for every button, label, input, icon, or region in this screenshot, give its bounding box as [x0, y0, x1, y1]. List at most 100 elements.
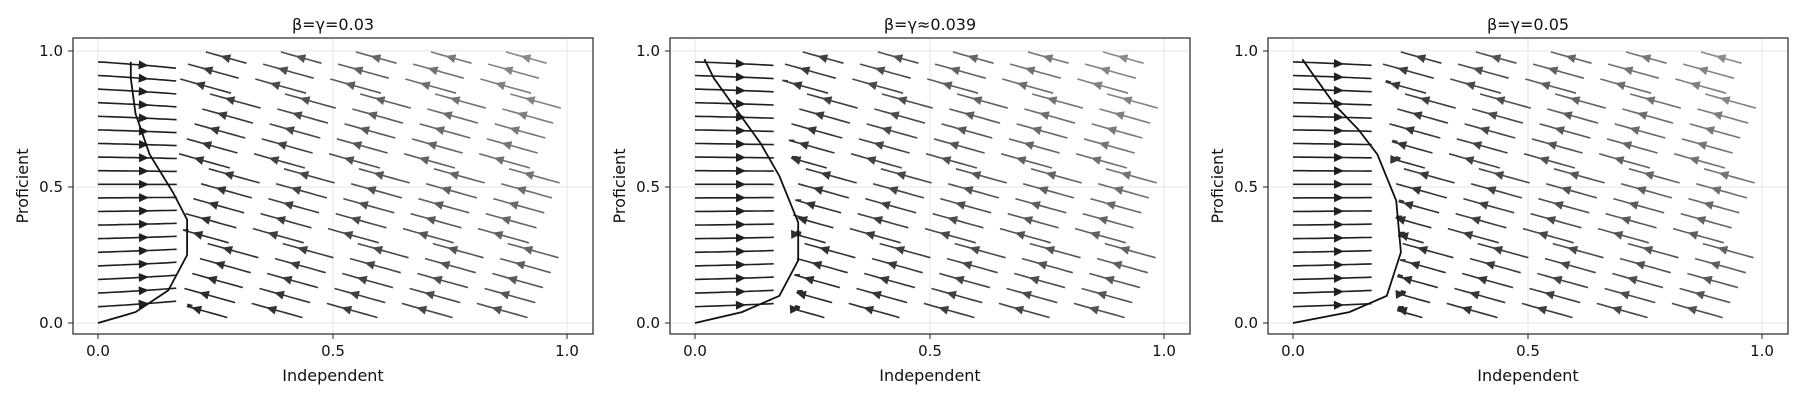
streamline [1605, 212, 1657, 229]
streamline [1607, 63, 1660, 79]
streamline [509, 93, 562, 109]
stream-arrowhead [1113, 111, 1125, 121]
stream-arrowhead [789, 304, 800, 314]
streamline [791, 123, 843, 139]
stream-arrowhead [419, 81, 431, 91]
streamline [1000, 153, 1053, 169]
streamline [1477, 242, 1529, 259]
separatrix-curve [694, 58, 800, 324]
separatrix-2 [694, 58, 800, 324]
stream-arrowhead [1333, 152, 1345, 162]
grid-3 [1268, 38, 1788, 334]
x-axis-label-1: Independent [282, 366, 383, 385]
streamline [1448, 153, 1501, 169]
streamline [97, 156, 177, 160]
streamline [97, 261, 177, 267]
stream-arrowhead [502, 66, 514, 76]
streamline [1089, 272, 1141, 289]
stream-arrowhead [967, 54, 979, 63]
streamline [207, 242, 259, 259]
streamline [1006, 287, 1058, 304]
stream-arrowhead [427, 66, 439, 76]
y-ticks-2: 0.0 0.5 1.0 [636, 42, 670, 332]
streamline [858, 138, 910, 154]
stream-arrowhead [735, 152, 747, 162]
stream-arrowhead [866, 81, 878, 91]
stream-arrowhead [1389, 81, 1401, 91]
streamline [880, 168, 932, 184]
streamline [1073, 302, 1125, 319]
streamline [424, 257, 477, 274]
stream-arrowhead [342, 231, 354, 240]
streamline [805, 168, 857, 184]
streamline [494, 123, 546, 139]
streamline [1532, 63, 1585, 79]
stream-arrowhead [1031, 126, 1043, 135]
stream-arrowhead [949, 66, 961, 76]
stream-arrowhead [138, 206, 150, 216]
stream-arrowhead [1105, 201, 1116, 210]
stream-arrowhead [520, 54, 532, 63]
streamline [1084, 63, 1137, 79]
stream-arrowhead [1472, 66, 1484, 76]
stream-arrowhead [1111, 260, 1123, 270]
stream-arrowhead [343, 156, 355, 165]
streamline [502, 108, 554, 124]
stream-arrowhead [439, 260, 451, 270]
stream-arrowhead [1470, 216, 1482, 225]
streamline [1597, 227, 1649, 244]
streamline [433, 168, 485, 184]
streamline [863, 272, 916, 289]
stream-arrowhead [1644, 96, 1656, 106]
stream-arrowhead [284, 126, 295, 135]
stream-arrowhead [1120, 171, 1132, 180]
streamline [344, 123, 396, 139]
streamline [343, 197, 395, 214]
stream-arrowhead [1703, 201, 1714, 210]
stream-arrowhead [1397, 66, 1409, 76]
streamline [1024, 108, 1076, 124]
stream-arrowhead [138, 299, 149, 309]
stream-arrowhead [508, 201, 519, 210]
streamline [881, 93, 934, 109]
x-tick-label: 1.0 [1152, 342, 1176, 360]
streamline [1628, 168, 1680, 184]
streamline [97, 287, 177, 294]
streamline [487, 63, 540, 79]
stream-arrowhead [1711, 111, 1723, 121]
stream-arrowhead [970, 171, 982, 180]
stream-arrowhead [1024, 66, 1036, 76]
x-axis-label-2: Independent [879, 366, 980, 385]
stream-arrowhead [1718, 171, 1730, 180]
stream-arrowhead [1333, 206, 1345, 216]
stream-arrowhead [735, 72, 746, 82]
streamline [1382, 63, 1434, 79]
stream-arrowhead [892, 54, 904, 63]
streamline [872, 183, 925, 199]
stream-arrowhead [1117, 54, 1129, 63]
stream-arrowhead [1719, 96, 1731, 106]
stream-arrowhead [370, 54, 382, 63]
stream-arrowhead [1642, 245, 1654, 255]
stream-arrowhead [953, 275, 965, 285]
stream-arrowhead [522, 245, 534, 255]
stream-arrowhead [803, 275, 815, 285]
streamline [194, 123, 246, 139]
streamline [859, 63, 911, 79]
streamlines-1 [97, 51, 562, 319]
streamline [418, 197, 470, 214]
stream-arrowhead [1697, 66, 1709, 76]
stream-arrowhead [499, 290, 510, 300]
stream-arrowhead [1468, 290, 1480, 300]
stream-arrowhead [939, 231, 951, 240]
stream-arrowhead [356, 275, 368, 285]
streamline [284, 93, 337, 109]
stream-arrowhead [963, 111, 975, 121]
streamline [485, 212, 537, 229]
streamline [1292, 276, 1372, 281]
stream-arrowhead [365, 186, 377, 195]
x-tick-label: 0.0 [1281, 342, 1305, 360]
streamline [1389, 123, 1441, 139]
streamline [793, 304, 825, 319]
streamline [185, 212, 237, 229]
